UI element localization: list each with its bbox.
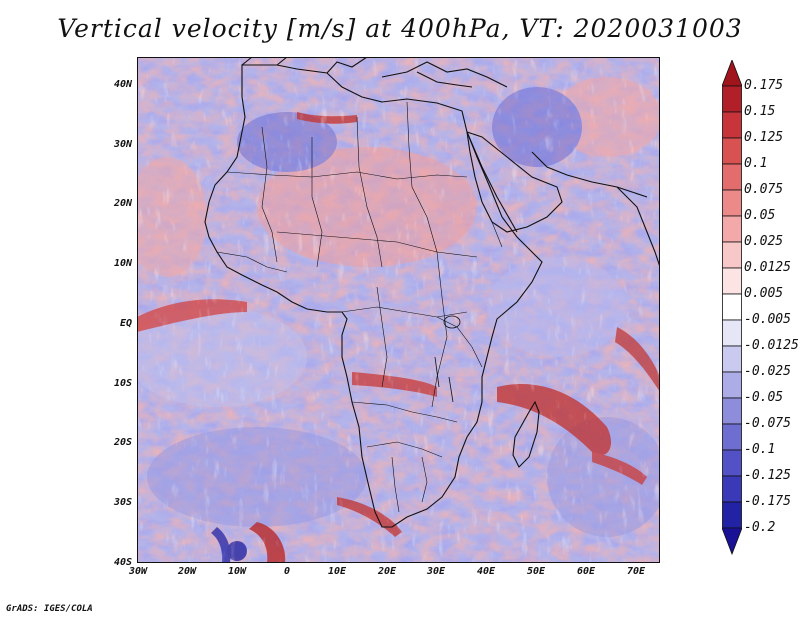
colorbar-swatch xyxy=(722,111,742,139)
lakes xyxy=(434,315,461,403)
colorbar-label: -0.0125 xyxy=(744,338,799,353)
colorbar-swatch xyxy=(722,189,742,217)
lon-label-20e: 20E xyxy=(377,566,397,577)
colorbar-label: -0.005 xyxy=(744,312,791,327)
colorbar-swatch xyxy=(722,163,742,191)
lat-label-10s: 10S xyxy=(113,378,132,389)
madagascar-coastline xyxy=(512,400,540,468)
map-frame xyxy=(137,57,660,563)
colorbar-label: 0.125 xyxy=(744,130,784,145)
lon-label-10w: 10W xyxy=(227,566,247,577)
lon-label-10e: 10E xyxy=(327,566,347,577)
colorbar-label: 0.075 xyxy=(744,182,784,197)
streak-overlay xyxy=(137,57,660,563)
colorbar-label: 0.15 xyxy=(744,104,776,119)
colorbar-label: 0.005 xyxy=(744,286,784,301)
colorbar-label: 0.0125 xyxy=(744,260,791,275)
colorbar-label: -0.1 xyxy=(744,442,776,457)
colorbar-swatch xyxy=(722,137,742,165)
lat-label-10n: 10N xyxy=(113,258,132,269)
credit-text: GrADS: IGES/COLA xyxy=(6,604,93,614)
colorbar-label: 0.05 xyxy=(744,208,776,223)
lat-label-40s: 40S xyxy=(113,557,132,568)
colorbar-swatch xyxy=(722,85,742,113)
colorbar-label: -0.175 xyxy=(744,494,791,509)
colorbar-swatch xyxy=(722,423,742,451)
map-panel xyxy=(127,56,667,563)
colorbar-label: -0.2 xyxy=(744,520,776,535)
colorbar-swatch xyxy=(722,397,742,425)
colorbar-swatch xyxy=(722,449,742,477)
colorbar-label: -0.025 xyxy=(744,364,791,379)
colorbar-label: 0.1 xyxy=(744,156,768,171)
colorbar-min-arrow xyxy=(722,527,742,556)
colorbar-swatch xyxy=(722,345,742,373)
lon-label-30e: 30E xyxy=(426,566,446,577)
colorbar-swatch xyxy=(722,475,742,503)
lon-label-0: 0 xyxy=(283,566,291,577)
lat-label-20n: 20N xyxy=(113,198,132,209)
colorbar-swatch xyxy=(722,501,742,529)
colorbar-swatch xyxy=(722,319,742,347)
colorbar-swatch xyxy=(722,215,742,243)
colorbar-label: 0.025 xyxy=(744,234,784,249)
colorbar-swatch xyxy=(722,241,742,269)
colorbar xyxy=(722,60,742,556)
colorbar-label: -0.05 xyxy=(744,390,784,405)
colorbar-label: -0.125 xyxy=(744,468,791,483)
lat-label-eq: EQ xyxy=(119,318,132,329)
lon-label-40e: 40E xyxy=(476,566,496,577)
arabia-coastline xyxy=(466,131,563,233)
lon-label-30w: 30W xyxy=(128,566,148,577)
chart-title: Vertical velocity [m/s] at 400hPa, VT: 2… xyxy=(57,14,743,43)
lat-label-20s: 20S xyxy=(113,437,132,448)
colorbar-max-arrow xyxy=(722,60,742,87)
lon-label-50e: 50E xyxy=(526,566,546,577)
lat-label-40n: 40N xyxy=(113,79,132,90)
lon-label-60e: 60E xyxy=(576,566,596,577)
lon-label-70e: 70E xyxy=(626,566,646,577)
colorbar-label: 0.175 xyxy=(744,78,784,93)
vertical-velocity-map xyxy=(127,56,667,563)
lat-label-30n: 30N xyxy=(113,139,132,150)
lat-label-30s: 30S xyxy=(113,497,132,508)
colorbar-swatch xyxy=(722,267,742,295)
colorbar-label: -0.075 xyxy=(744,416,791,431)
colorbar-swatch xyxy=(722,371,742,399)
colorbar-swatch xyxy=(722,293,742,321)
lon-label-20w: 20W xyxy=(177,566,197,577)
country-borders xyxy=(216,101,503,513)
